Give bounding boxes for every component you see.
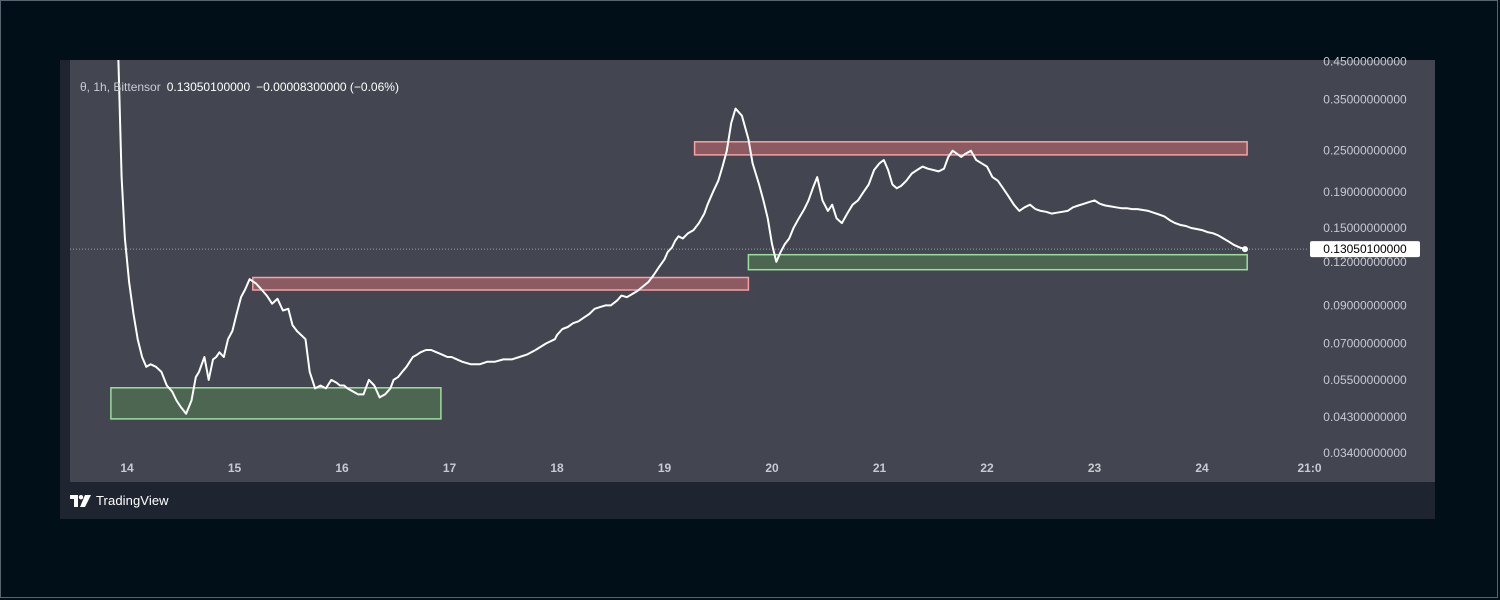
x-tick-label: 15 [228,461,242,475]
y-tick-label: 0.19000000000 [1323,185,1407,199]
y-tick-label: 0.25000000000 [1323,144,1407,158]
y-tick-label: 0.09000000000 [1323,298,1407,312]
zones-layer [110,141,1248,420]
resistance-zone-2[interactable] [252,276,750,291]
x-tick-label: 21:0 [1297,461,1321,475]
change-value: −0.00008300000 [256,80,347,94]
last-value: 0.13050100000 [166,80,251,94]
y-tick-label: 0.04300000000 [1323,410,1407,424]
support-zone-1[interactable] [110,387,442,420]
x-tick-label: 20 [765,461,779,475]
x-tick-label: 18 [550,461,564,475]
price-scale-area[interactable] [1308,60,1435,482]
x-tick-label: 16 [335,461,349,475]
support-zone-4[interactable] [747,253,1248,271]
x-axis-area[interactable] [70,455,1308,482]
x-tick-label: 21 [873,461,887,475]
last-price-label: 0.13050100000 [1323,242,1407,256]
y-tick-label: 0.35000000000 [1323,93,1407,107]
x-tick-label: 19 [658,461,672,475]
resistance-zone-3[interactable] [693,141,1248,156]
x-tick-label: 22 [980,461,994,475]
y-tick-label: 0.03400000000 [1323,446,1407,460]
y-axis-ticks: 0.45000000000 0.35000000000 0.25000000000 0… [1323,55,1407,460]
tradingview-watermark[interactable]: TradingView [70,493,169,508]
x-tick-label: 23 [1088,461,1102,475]
y-tick-label: 0.15000000000 [1323,221,1407,235]
chart-legend: θ, 1h, Bittensor 0.13050100000 −0.00008300… [80,80,399,94]
change-percent: (−0.06%) [349,80,399,94]
tradingview-logo-icon [70,494,91,507]
y-tick-label: 0.05500000000 [1323,373,1407,387]
x-tick-label: 17 [443,461,457,475]
y-tick-label: 0.07000000000 [1323,336,1407,350]
x-tick-label: 24 [1195,461,1209,475]
x-tick-label: 14 [120,461,134,475]
brand-name: TradingView [96,493,169,508]
x-axis-ticks: 14 15 16 17 18 19 20 21 22 23 24 21:0 [120,461,1322,475]
symbol-label: θ, 1h, Bittensor [80,80,161,94]
last-price-badge: 0.13050100000 [1310,241,1420,258]
last-price-dot [1242,246,1248,253]
price-line [117,59,1246,415]
y-tick-label: 0.12000000000 [1323,255,1407,269]
y-tick-label: 0.45000000000 [1323,55,1407,69]
